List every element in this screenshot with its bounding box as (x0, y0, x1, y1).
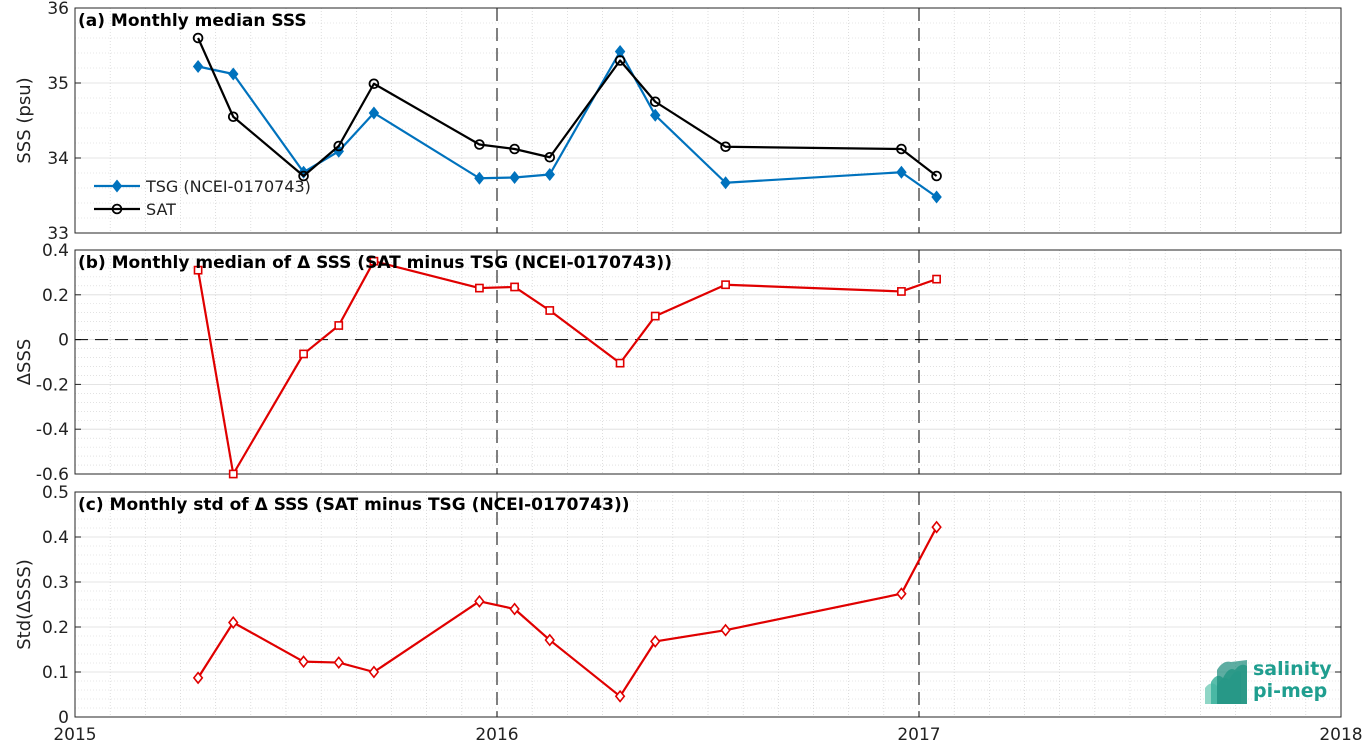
data-point (369, 256, 379, 266)
data-point (228, 469, 238, 479)
y-tick-label: 0.2 (42, 618, 69, 638)
data-point (192, 32, 204, 44)
data-point (720, 176, 731, 190)
data-point (720, 141, 731, 153)
y-tick-label: 0.4 (42, 241, 69, 261)
x-tick-label: 2018 (1319, 725, 1362, 745)
data-point (509, 602, 520, 616)
data-point (368, 106, 380, 120)
axes-box (74, 249, 1342, 475)
data-point (228, 616, 239, 629)
y-tick-label: -0.2 (36, 375, 69, 395)
data-point (298, 655, 309, 669)
data-point (931, 170, 942, 182)
panel-b-monthly-median-delta-sss: -0.6 -0.4 -0.2 0 0.2 0.4 (b) Monthly median of… (14, 241, 1342, 485)
data-point (615, 358, 625, 368)
series-line (197, 37, 938, 178)
axes-box (74, 7, 1342, 234)
y-tick-label: 0.3 (42, 573, 69, 593)
data-point (544, 151, 556, 163)
salinity-pi-mep-logo: salinity pi-mep (1203, 658, 1333, 706)
logo-text-line2: pi-mep (1253, 680, 1328, 702)
x-tick-label: 2017 (897, 725, 940, 745)
y-axis-label: ΔSSS (14, 339, 35, 386)
shared-x-axis: 2015 2016 2017 2018 (53, 725, 1362, 745)
data-point (932, 274, 941, 284)
data-point (228, 67, 239, 81)
data-point (334, 321, 344, 330)
y-tick-label: 0.5 (42, 483, 69, 503)
data-point (474, 594, 485, 608)
y-tick-label: 34 (47, 149, 69, 169)
data-point (896, 143, 907, 155)
legend: TSG (NCEI-0170743) SAT (94, 177, 311, 219)
data-point (299, 349, 308, 359)
axes-box (74, 491, 1342, 718)
series-sat (192, 32, 942, 182)
series-line (197, 50, 938, 198)
y-tick-label: 0.1 (42, 663, 69, 683)
data-point (333, 140, 345, 152)
y-tick-label: 35 (47, 74, 69, 94)
data-point (474, 171, 485, 185)
data-point (474, 139, 485, 150)
data-point (192, 60, 204, 73)
y-tick-label: 0.2 (42, 286, 69, 306)
logo-text-line1: salinity (1253, 658, 1332, 680)
panel-title: (c) Monthly std of Δ SSS (SAT minus TSG … (78, 495, 629, 515)
x-tick-label: 2016 (475, 725, 518, 745)
y-tick-label: 0 (58, 708, 69, 728)
data-point (509, 171, 520, 184)
y-tick-label: 0 (58, 331, 69, 351)
data-point (720, 623, 731, 637)
y-tick-label: 36 (47, 0, 69, 19)
data-point (721, 280, 730, 290)
data-point (298, 170, 309, 182)
legend-label: TSG (NCEI-0170743) (145, 177, 311, 196)
panel-c-monthly-std-delta-sss: 0 0.1 0.2 0.3 0.4 0.5 (c) Monthly std of Δ SSS… (14, 483, 1342, 728)
data-point (368, 665, 380, 679)
data-point (649, 96, 661, 108)
data-point (333, 656, 344, 670)
data-point (510, 282, 519, 292)
data-point (614, 689, 626, 703)
y-tick-label: -0.6 (36, 465, 69, 485)
series-delta-2 (192, 520, 942, 703)
data-point (614, 55, 626, 66)
data-point (896, 587, 907, 601)
data-point (650, 311, 660, 321)
wave-logo-icon (1205, 660, 1247, 704)
data-point (509, 143, 520, 155)
data-point (227, 111, 239, 123)
data-point (931, 190, 942, 204)
y-axis-label: SSS (psu) (14, 77, 35, 163)
y-tick-label: 33 (47, 224, 69, 244)
data-point (650, 108, 661, 122)
data-point (897, 287, 906, 296)
y-tick-label: 0.4 (42, 528, 69, 548)
data-point (544, 168, 555, 181)
panel-title: (a) Monthly median SSS (78, 11, 307, 31)
series-delta-1 (193, 256, 941, 479)
legend-marker (111, 203, 123, 215)
data-point (650, 634, 661, 648)
data-point (192, 671, 204, 685)
data-point (545, 306, 555, 315)
data-point (193, 265, 203, 275)
y-axis-label: Std(ΔSSS) (14, 559, 35, 650)
panel-title: (b) Monthly median of Δ SSS (SAT minus T… (78, 253, 672, 273)
panel-a-monthly-median-sss: 33 34 35 36 (a) Monthly median SSS SSS (psu) T… (14, 0, 1342, 244)
data-point (475, 283, 484, 293)
legend-label: SAT (146, 200, 176, 219)
y-tick-label: -0.4 (36, 420, 69, 440)
data-point (544, 633, 555, 647)
data-point (368, 78, 380, 90)
legend-marker (111, 179, 123, 193)
x-tick-label: 2015 (53, 725, 96, 745)
data-point (896, 165, 907, 179)
data-point (931, 520, 942, 534)
